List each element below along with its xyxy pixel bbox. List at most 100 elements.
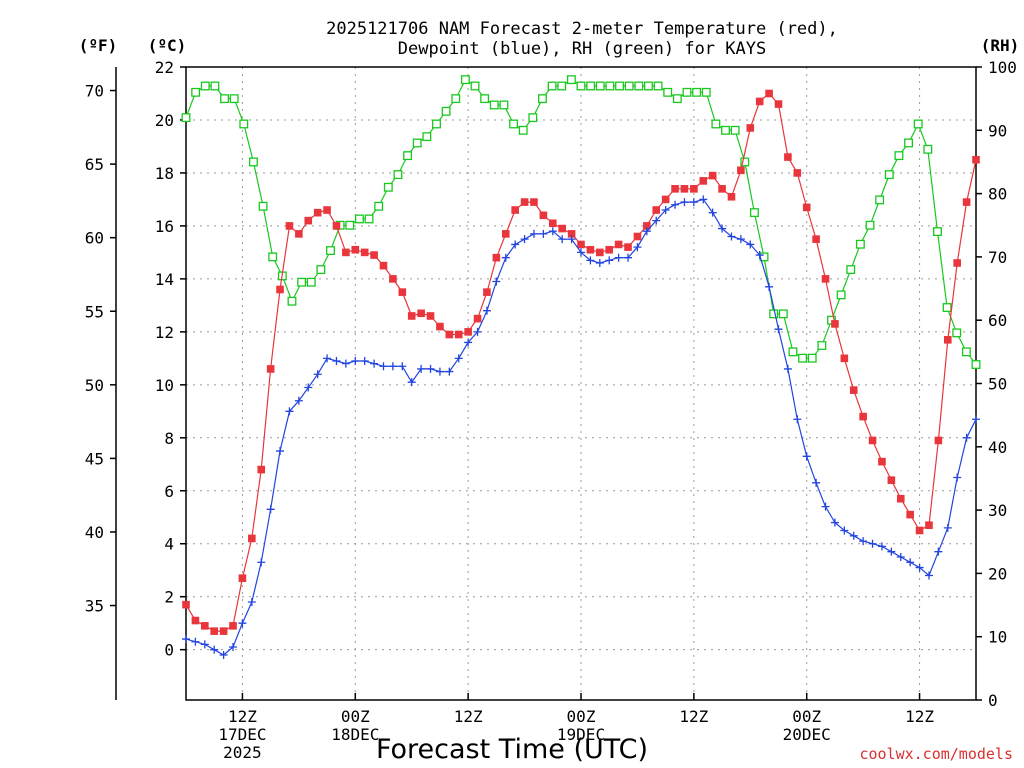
- dewpoint-point: [887, 547, 896, 556]
- dewpoint-point: [341, 359, 350, 368]
- temperature-point: [652, 206, 661, 214]
- temperature-point: [849, 386, 858, 394]
- rh-point: [875, 195, 885, 205]
- dewpoint-point: [924, 571, 933, 580]
- rh-point: [730, 125, 740, 135]
- temperature-point: [210, 627, 219, 635]
- rh-point: [547, 81, 557, 91]
- temperature-point: [802, 203, 811, 212]
- temperature-point: [793, 169, 802, 177]
- temperature-series: [182, 89, 980, 635]
- dewpoint-point: [285, 407, 294, 416]
- temperature-point: [548, 219, 557, 228]
- dewpoint-point: [304, 383, 313, 392]
- temperature-point: [614, 240, 623, 249]
- rh-point: [480, 94, 490, 104]
- temperature-point: [831, 320, 839, 328]
- rh-point: [393, 170, 403, 180]
- x-tick-label: 12Z: [679, 707, 708, 726]
- rh-point: [933, 227, 942, 237]
- dewpoint-point: [388, 362, 397, 371]
- fahrenheit-tick-label: 40: [85, 523, 104, 542]
- dewpoint-series: [182, 195, 980, 659]
- temperature-point: [643, 222, 651, 230]
- rh-point: [566, 75, 576, 85]
- temperature-point: [436, 322, 444, 331]
- temperature-point: [539, 211, 548, 220]
- dewpoint-point: [586, 256, 595, 265]
- rh-point: [316, 265, 326, 275]
- dewpoint-point: [972, 415, 980, 424]
- dewpoint-point: [614, 253, 623, 262]
- rh-point: [923, 144, 933, 154]
- dewpoint-point: [238, 619, 247, 628]
- temperature-point: [530, 198, 538, 206]
- dewpoint-point: [464, 338, 473, 347]
- rh-point: [865, 220, 875, 230]
- temperature-point: [266, 365, 275, 373]
- rh-point: [297, 277, 307, 287]
- temperature-point: [492, 253, 501, 262]
- dewpoint-point: [934, 547, 943, 556]
- temperature-point: [727, 192, 736, 201]
- temperature-point: [426, 312, 435, 320]
- rh-tick-label: 40: [988, 438, 1007, 457]
- rh-point: [470, 81, 480, 91]
- rh-point: [884, 170, 894, 180]
- dewpoint-point: [802, 452, 811, 461]
- dewpoint-point: [529, 229, 538, 238]
- rh-point: [191, 87, 201, 97]
- rh-point: [239, 119, 249, 129]
- temperature-point: [511, 206, 519, 214]
- temperature-point: [295, 230, 303, 238]
- rh-point: [576, 81, 586, 91]
- celsius-tick-label: 14: [155, 270, 174, 289]
- temperature-point: [633, 232, 642, 241]
- rh-point: [528, 113, 538, 123]
- temperature-point: [925, 521, 933, 529]
- celsius-tick-label: 20: [155, 111, 174, 130]
- rh-point: [807, 353, 817, 363]
- rh-point: [181, 113, 191, 123]
- temperature-point: [671, 185, 679, 193]
- celsius-tick-label: 18: [155, 164, 174, 183]
- temperature-point: [229, 622, 237, 630]
- temperature-point: [943, 335, 952, 344]
- rh-point: [942, 303, 952, 312]
- temperature-point: [332, 222, 341, 230]
- temperature-point: [915, 526, 924, 535]
- temperature-point: [417, 309, 425, 318]
- dewpoint-point: [727, 232, 736, 241]
- rh-point: [855, 239, 865, 249]
- celsius-tick-label: 16: [155, 217, 174, 236]
- rh-point: [663, 87, 673, 97]
- dewpoint-point: [548, 227, 557, 236]
- celsius-tick-label: 0: [164, 641, 174, 660]
- dewpoint-point: [849, 531, 858, 540]
- temperature-point: [520, 198, 529, 206]
- fahrenheit-tick-label: 45: [85, 449, 104, 468]
- celsius-tick-label: 8: [164, 429, 174, 448]
- temperature-point: [596, 248, 604, 257]
- temperature-point: [784, 153, 792, 161]
- chart-title-line-2: Dewpoint (blue), RH (green) for KAYS: [398, 39, 766, 59]
- dewpoint-point: [652, 216, 661, 225]
- temperature-point: [351, 245, 360, 254]
- dewpoint-point: [765, 282, 774, 291]
- dewpoint-point: [210, 645, 219, 654]
- temperature-point: [708, 171, 717, 180]
- temperature-point: [567, 230, 576, 238]
- dewpoint-point: [492, 277, 501, 286]
- temperature-point: [285, 222, 294, 230]
- dewpoint-point: [962, 433, 971, 442]
- dewpoint-point: [520, 235, 529, 244]
- rh-point: [615, 81, 624, 91]
- rh-point: [817, 341, 827, 350]
- rh-point: [451, 94, 461, 104]
- rh-point: [971, 360, 981, 369]
- temperature-point: [699, 177, 708, 185]
- dewpoint-point: [445, 367, 454, 376]
- dewpoint-point: [671, 200, 680, 209]
- dewpoint-point: [417, 364, 426, 373]
